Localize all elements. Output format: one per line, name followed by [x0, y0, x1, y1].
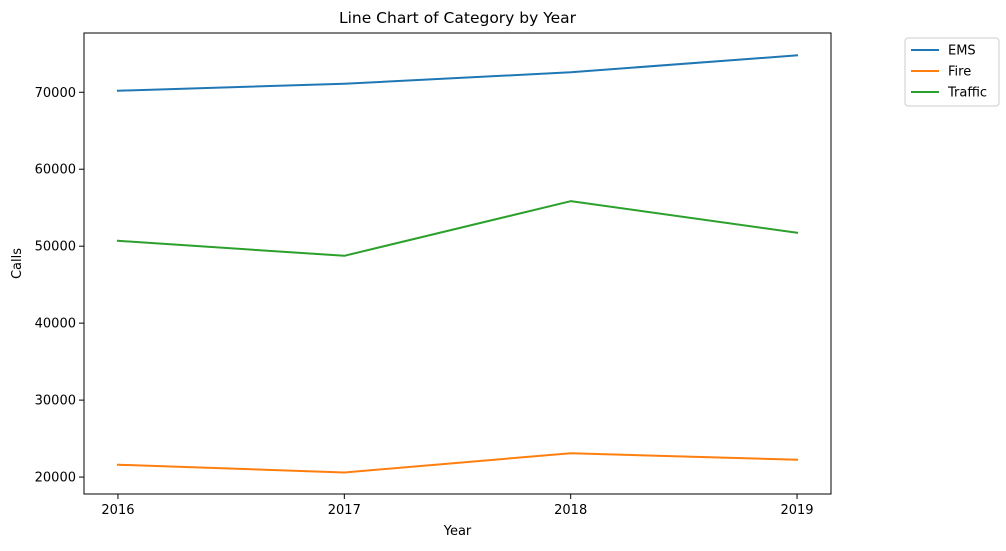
y-tick-label: 70000: [35, 86, 76, 101]
x-axis-label: Year: [443, 524, 472, 539]
legend-label-traffic: Traffic: [947, 86, 987, 101]
x-tick-label: 2019: [780, 503, 813, 518]
y-tick-label: 60000: [35, 163, 76, 178]
y-tick-label: 30000: [35, 394, 76, 409]
y-tick-label: 40000: [35, 317, 76, 332]
chart-title: Line Chart of Category by Year: [339, 9, 577, 27]
y-axis-label: Calls: [10, 248, 25, 279]
plot-area: 2016 2017 2018 2019 20000 30000 40000 50000 6000…: [35, 32, 832, 518]
x-tick-label: 2016: [101, 503, 134, 518]
legend-label-fire: Fire: [948, 65, 971, 80]
series-line-traffic: [116, 200, 799, 257]
series-line-ems: [116, 54, 799, 92]
plot-frame: [83, 32, 832, 495]
x-tick-label: 2017: [328, 503, 361, 518]
series-line-fire: [116, 452, 799, 474]
y-tick-label: 20000: [35, 471, 76, 486]
x-tick-label: 2018: [554, 503, 587, 518]
legend-frame: [904, 37, 1000, 107]
legend: EMS Fire Traffic: [904, 37, 1000, 107]
y-tick-label: 50000: [35, 240, 76, 255]
legend-label-ems: EMS: [948, 44, 976, 59]
